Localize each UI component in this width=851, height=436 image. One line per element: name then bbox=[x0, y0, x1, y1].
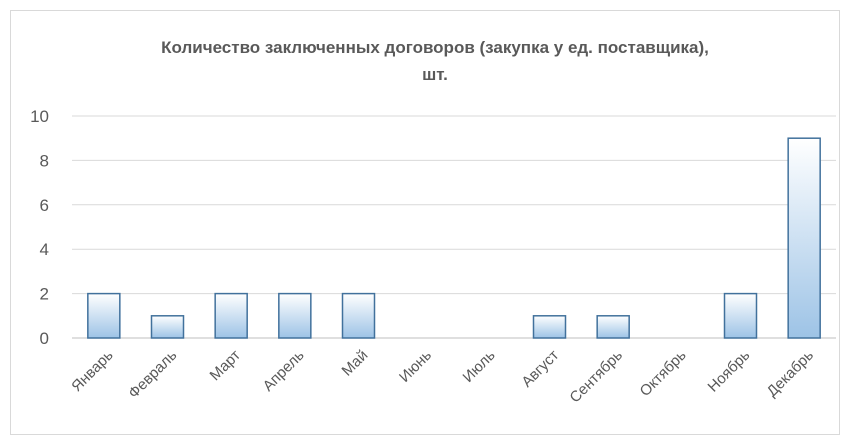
bar-2 bbox=[150, 315, 185, 339]
bars bbox=[87, 137, 821, 339]
y-tick-label: 10 bbox=[30, 107, 49, 126]
chart-title: Количество заключенных договоров (закупк… bbox=[161, 38, 709, 57]
gridlines bbox=[72, 115, 836, 339]
bar-8 bbox=[532, 315, 567, 339]
chart-border bbox=[10, 10, 840, 435]
y-tick-label: 6 bbox=[40, 196, 49, 215]
bar-5 bbox=[341, 292, 376, 339]
y-axis-ticks: 0 2 4 6 8 10 bbox=[30, 107, 49, 348]
y-tick-label: 2 bbox=[40, 285, 49, 304]
y-tick-label: 0 bbox=[40, 329, 49, 348]
y-tick-label: 8 bbox=[40, 151, 49, 170]
y-tick-label: 4 bbox=[40, 240, 49, 259]
bar-4 bbox=[278, 292, 312, 339]
bar-11 bbox=[723, 292, 758, 339]
chart-title-line2: шт. bbox=[422, 65, 448, 84]
bar-1 bbox=[87, 292, 121, 339]
bar-9 bbox=[596, 315, 630, 339]
bar-12 bbox=[787, 137, 821, 339]
bar-3 bbox=[214, 292, 248, 339]
